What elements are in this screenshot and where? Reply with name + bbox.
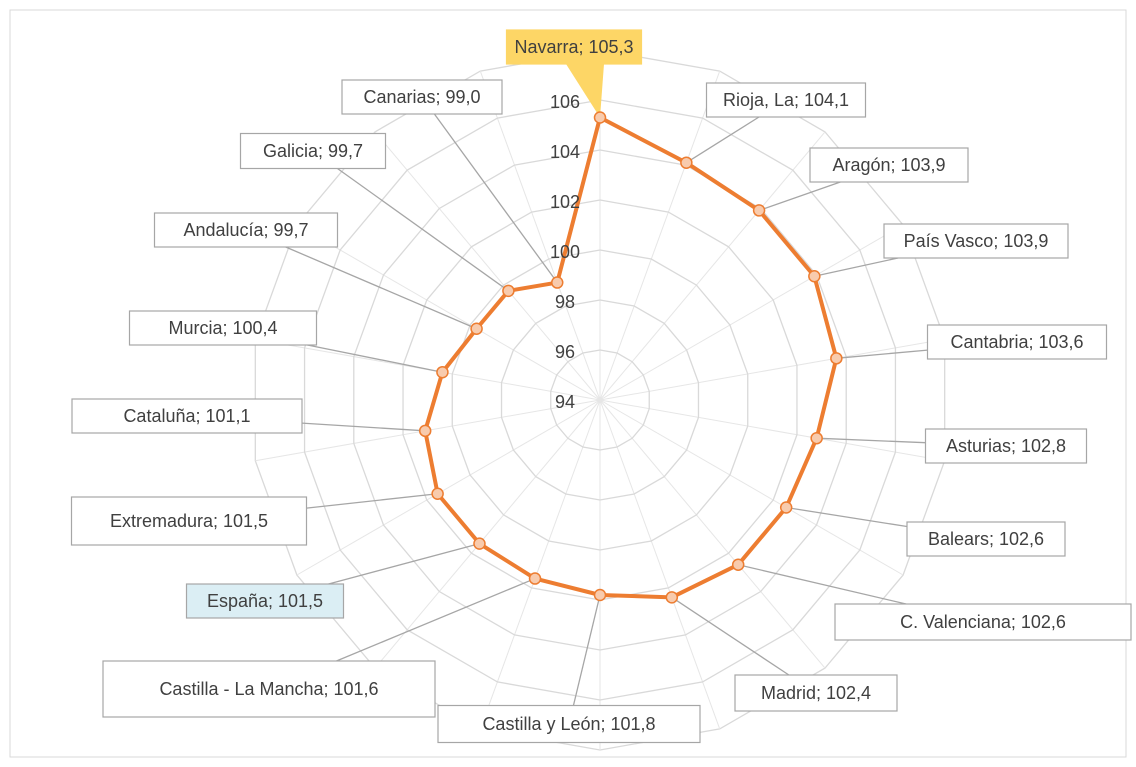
leader-line [336, 577, 536, 662]
data-label: Castilla y León; 101,8 [482, 714, 655, 734]
data-label-box [128, 310, 318, 346]
leader-line [328, 543, 480, 585]
point-marker [779, 501, 793, 514]
data-label-box [926, 324, 1108, 360]
spoke [374, 131, 601, 401]
data-label: Extremadura; 101,5 [110, 511, 268, 531]
leader-line [814, 257, 899, 277]
leader-line [307, 344, 443, 373]
point-marker [808, 270, 821, 283]
data-label-box [341, 79, 503, 115]
data-label-box [153, 212, 339, 248]
point-marker [528, 572, 542, 585]
point-marker [436, 365, 449, 379]
leader-line [306, 493, 438, 509]
data-label: Cantabria; 103,6 [950, 332, 1083, 352]
leader-line [816, 437, 926, 444]
point-marker [473, 537, 486, 550]
grid-ring [550, 349, 650, 451]
tick-label: 106 [550, 92, 580, 112]
leader-line [572, 594, 601, 706]
point-marker [418, 424, 432, 438]
grid-ring [303, 99, 897, 701]
tick-label: 100 [550, 242, 580, 262]
tick-label: 96 [555, 342, 575, 362]
data-label-box [883, 223, 1069, 259]
point-marker [431, 487, 444, 500]
tick-label: 98 [555, 292, 575, 312]
spoke [599, 399, 826, 669]
data-label: Cataluña; 101,1 [123, 406, 250, 426]
point-marker [593, 111, 607, 124]
data-label: C. Valenciana; 102,6 [900, 612, 1066, 632]
tick-label: 104 [550, 142, 580, 162]
data-label: Asturias; 102,8 [946, 436, 1066, 456]
point-marker [502, 284, 515, 298]
data-label-box [834, 603, 1132, 641]
spoke [599, 399, 721, 730]
data-label-box [924, 428, 1088, 464]
point-marker [470, 322, 483, 335]
point-marker [550, 276, 564, 289]
leader-line [786, 506, 908, 528]
data-label: Aragón; 103,9 [832, 155, 945, 175]
data-label: España; 101,5 [207, 591, 323, 611]
leader-line [285, 246, 477, 330]
spoke [599, 399, 904, 576]
data-label-box [239, 132, 387, 170]
spoke [479, 70, 601, 401]
leader-line [433, 113, 558, 283]
tick-label: 94 [555, 392, 575, 412]
point-marker [810, 431, 823, 445]
data-label-box [505, 29, 643, 65]
spoke [599, 338, 945, 401]
point-marker [680, 156, 693, 169]
grid-ring [500, 299, 700, 501]
spoke [296, 399, 601, 576]
leader-line [686, 116, 760, 164]
callout-pointer [566, 64, 604, 118]
data-label: Andalucía; 99,7 [183, 220, 308, 240]
leader-line [337, 167, 509, 292]
point-marker [752, 204, 766, 217]
data-label: Rioja, La; 104,1 [723, 90, 849, 110]
leader-line [738, 564, 907, 605]
data-label-box [906, 521, 1066, 557]
leader-line [758, 181, 841, 212]
tick-label: 102 [550, 192, 580, 212]
spoke [599, 70, 721, 401]
data-label-box [71, 398, 303, 434]
spoke [599, 399, 945, 462]
point-marker [731, 558, 745, 571]
leader-line [671, 596, 790, 676]
data-label: Balears; 102,6 [928, 529, 1044, 549]
spoke [479, 399, 601, 730]
data-label-box [185, 583, 345, 619]
data-label: Canarias; 99,0 [363, 87, 480, 107]
data-label-box [70, 496, 308, 546]
data-label-box [102, 660, 436, 718]
data-label: Castilla - La Mancha; 101,6 [159, 679, 378, 699]
data-label: Galicia; 99,7 [263, 141, 363, 161]
spoke [374, 399, 601, 669]
spoke [599, 224, 904, 401]
leader-line [836, 349, 928, 359]
leader-line [301, 422, 426, 432]
data-label: Murcia; 100,4 [168, 318, 277, 338]
data-label-box [734, 674, 898, 712]
data-label: País Vasco; 103,9 [904, 231, 1049, 251]
data-label: Madrid; 102,4 [761, 683, 871, 703]
point-marker [665, 591, 679, 604]
data-label: Navarra; 105,3 [514, 37, 633, 57]
data-label-box [705, 82, 867, 118]
spoke [296, 224, 601, 401]
point-marker [593, 588, 607, 602]
point-marker [830, 352, 843, 365]
grid-ring [451, 249, 749, 551]
data-label-box [809, 147, 969, 183]
spoke [599, 131, 826, 401]
data-label-box [437, 704, 701, 744]
